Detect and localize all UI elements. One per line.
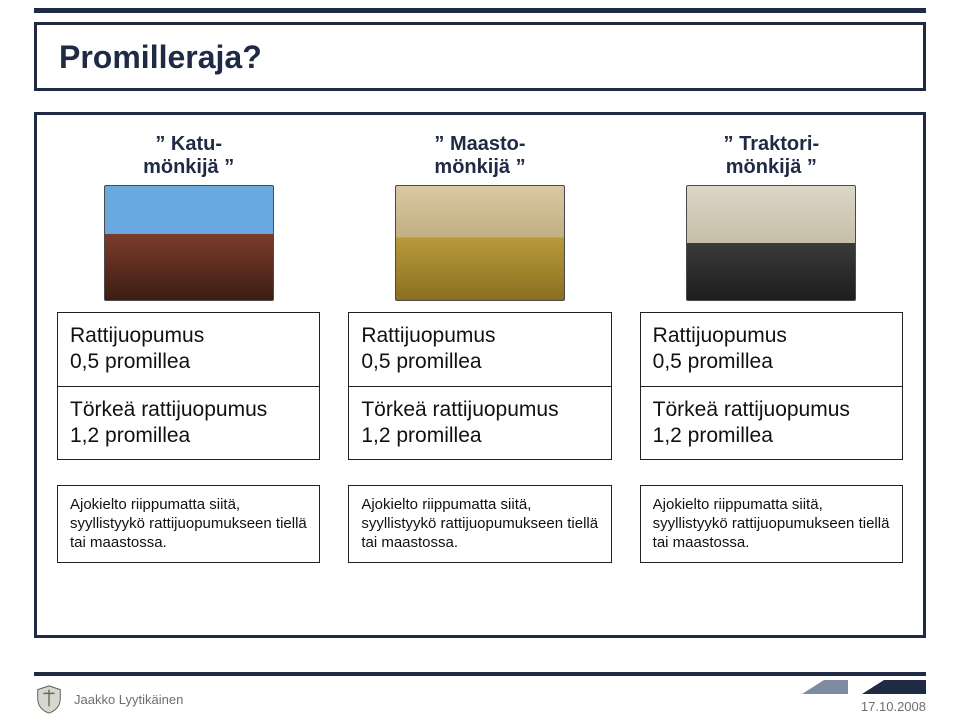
cell-line: Rattijuopumus <box>361 323 598 349</box>
spacer <box>348 460 611 486</box>
column-head: Traktori- mönkijä <box>640 133 903 179</box>
footer: Jaakko Lyytikäinen 17.10.2008 <box>0 672 960 724</box>
slide: Promilleraja? Katu- mönkijä Rattijuopumu… <box>0 0 960 724</box>
footer-author: Jaakko Lyytikäinen <box>74 692 183 707</box>
top-rule <box>34 8 926 13</box>
spacer <box>57 460 320 486</box>
footer-wedge-decor <box>776 676 926 694</box>
page-title: Promilleraja? <box>59 39 901 76</box>
footer-date: 17.10.2008 <box>861 699 926 714</box>
wedge-icon <box>862 680 926 694</box>
data-cell: Rattijuopumus 0,5 promillea <box>57 312 320 387</box>
column-katu: Katu- mönkijä Rattijuopumus 0,5 promille… <box>57 133 320 563</box>
note-cell: Ajokielto riippumatta siitä, syyllistyyk… <box>348 485 611 563</box>
column-maasto: Maasto- mönkijä Rattijuopumus 0,5 promil… <box>348 133 611 563</box>
shield-icon <box>34 684 64 714</box>
column-head-label: Katu- mönkijä <box>143 133 234 179</box>
cell-line: Rattijuopumus <box>70 323 307 349</box>
head-line: mönkijä <box>434 156 510 178</box>
head-line: Katu- <box>171 133 222 155</box>
vehicle-thumbnail <box>686 185 856 301</box>
note-text: Ajokielto riippumatta siitä, syyllistyyk… <box>361 496 598 552</box>
columns: Katu- mönkijä Rattijuopumus 0,5 promille… <box>57 133 903 563</box>
title-frame: Promilleraja? <box>34 22 926 91</box>
spacer <box>640 460 903 486</box>
cell-line: 1,2 promillea <box>653 423 890 449</box>
cell-line: 0,5 promillea <box>361 349 598 375</box>
cell-line: Törkeä rattijuopumus <box>70 397 307 423</box>
cell-line: 0,5 promillea <box>653 349 890 375</box>
note-cell: Ajokielto riippumatta siitä, syyllistyyk… <box>640 485 903 563</box>
head-line: mönkijä <box>726 156 802 178</box>
cell-line: 0,5 promillea <box>70 349 307 375</box>
column-head-label: Traktori- mönkijä <box>724 133 820 179</box>
content-frame: Katu- mönkijä Rattijuopumus 0,5 promille… <box>34 112 926 638</box>
note-text: Ajokielto riippumatta siitä, syyllistyyk… <box>70 496 307 552</box>
wedge-icon <box>802 680 848 694</box>
cell-line: 1,2 promillea <box>361 423 598 449</box>
data-cell: Rattijuopumus 0,5 promillea <box>348 312 611 387</box>
cell-line: Törkeä rattijuopumus <box>653 397 890 423</box>
vehicle-thumbnail <box>395 185 565 301</box>
column-traktori: Traktori- mönkijä Rattijuopumus 0,5 prom… <box>640 133 903 563</box>
note-cell: Ajokielto riippumatta siitä, syyllistyyk… <box>57 485 320 563</box>
data-cell: Törkeä rattijuopumus 1,2 promillea <box>348 386 611 461</box>
head-line: mönkijä <box>143 156 219 178</box>
data-cell: Törkeä rattijuopumus 1,2 promillea <box>57 386 320 461</box>
data-cell: Törkeä rattijuopumus 1,2 promillea <box>640 386 903 461</box>
column-head: Maasto- mönkijä <box>348 133 611 179</box>
note-text: Ajokielto riippumatta siitä, syyllistyyk… <box>653 496 890 552</box>
head-line: Traktori- <box>739 133 819 155</box>
head-line: Maasto- <box>450 133 526 155</box>
cell-line: Rattijuopumus <box>653 323 890 349</box>
cell-line: Törkeä rattijuopumus <box>361 397 598 423</box>
footer-left: Jaakko Lyytikäinen <box>34 684 183 714</box>
column-head: Katu- mönkijä <box>57 133 320 179</box>
cell-line: 1,2 promillea <box>70 423 307 449</box>
vehicle-thumbnail <box>104 185 274 301</box>
data-cell: Rattijuopumus 0,5 promillea <box>640 312 903 387</box>
column-head-label: Maasto- mönkijä <box>434 133 525 179</box>
